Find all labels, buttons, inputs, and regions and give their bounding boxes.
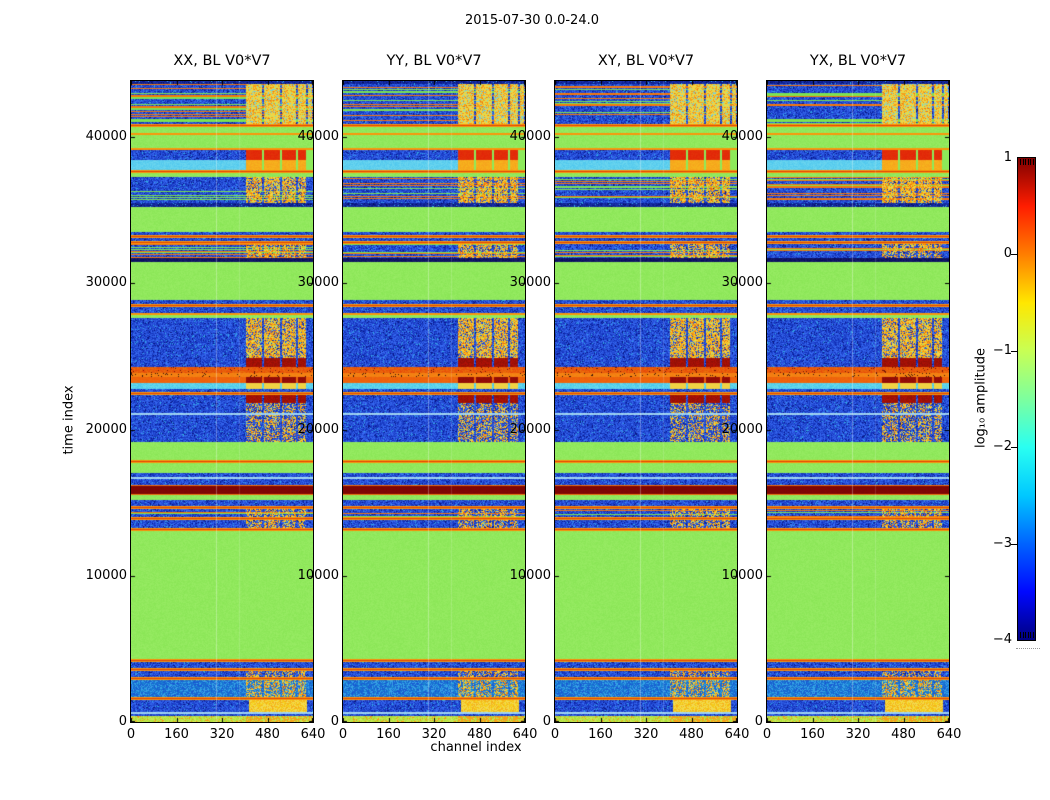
colorbar-tick-mark (1011, 544, 1017, 545)
x-axis-label: channel index (430, 740, 522, 755)
colorbar-tick-label: −1 (992, 342, 1012, 358)
x-tick-label: 640 (512, 727, 538, 742)
x-tick-label: 320 (845, 727, 871, 742)
colorbar-end-hatch (1032, 632, 1034, 638)
colorbar-end-hatch (1020, 632, 1021, 638)
colorbar (1017, 157, 1036, 641)
x-tick-label: 0 (338, 727, 348, 742)
y-tick-label: 0 (542, 714, 551, 729)
panel-title-yx: YX, BL V0*V7 (809, 53, 907, 69)
colorbar-minor-dots (1016, 648, 1040, 649)
heatmap-panel-yy: YY, BL V0*V7 (342, 53, 526, 723)
x-tick-label: 480 (255, 727, 280, 742)
x-tick-label: 640 (936, 727, 962, 742)
y-tick-label: 40000 (509, 129, 551, 144)
y-tick-label: 30000 (721, 275, 763, 291)
x-tick-label: 480 (679, 727, 704, 742)
x-tick-label: 160 (164, 727, 189, 742)
y-tick-label: 30000 (297, 275, 339, 291)
y-tick-label: 10000 (509, 567, 551, 583)
x-tick-label: 160 (800, 727, 825, 742)
x-tick-label: 480 (467, 727, 492, 742)
x-tick-label: 640 (300, 727, 326, 742)
colorbar-end-hatch (1025, 632, 1026, 638)
y-tick-label: 20000 (721, 421, 763, 437)
x-tick-label: 0 (550, 727, 560, 742)
colorbar-label: log₁₀ amplitude (973, 347, 989, 449)
colorbar-tick-mark (1011, 447, 1017, 448)
colorbar-end-hatch (1030, 159, 1031, 165)
colorbar-tick-label: −4 (992, 632, 1012, 647)
y-tick-label: 0 (330, 714, 339, 729)
heatmap-panel-xx: XX, BL V0*V7 (130, 53, 314, 723)
y-tick-label: 0 (754, 714, 763, 729)
y-tick-label: 20000 (297, 421, 339, 437)
y-tick-label: 30000 (85, 275, 127, 291)
x-tick-label: 480 (891, 727, 916, 742)
colorbar-end-hatch (1027, 632, 1029, 638)
heatmap-canvas-xy (554, 80, 738, 723)
figure-suptitle: 2015-07-30 0.0-24.0 (465, 13, 599, 28)
y-tick-label: 40000 (721, 129, 763, 144)
y-tick-label: 0 (118, 714, 127, 729)
colorbar-end-hatch (1022, 159, 1024, 165)
heatmap-canvas-xx (130, 80, 314, 723)
x-tick-label: 320 (209, 727, 235, 742)
x-tick-label: 640 (724, 727, 750, 742)
x-tick-label: 320 (633, 727, 659, 742)
panel-title-yy: YY, BL V0*V7 (386, 53, 482, 69)
y-tick-label: 40000 (85, 129, 127, 144)
y-tick-label: 20000 (509, 421, 551, 437)
y-tick-label: 10000 (297, 567, 339, 583)
y-axis-label: time index (61, 385, 77, 455)
panel-title-xx: XX, BL V0*V7 (173, 53, 271, 69)
colorbar-tick-mark (1011, 351, 1017, 352)
colorbar-tick-label: 0 (1003, 246, 1012, 262)
colorbar-tick-label: 1 (1003, 150, 1012, 165)
heatmap-panel-yx: YX, BL V0*V7 (766, 53, 950, 723)
x-tick-label: 0 (126, 727, 136, 742)
panel-title-xy: XY, BL V0*V7 (597, 53, 695, 69)
x-tick-label: 160 (588, 727, 613, 742)
colorbar-end-hatch (1020, 159, 1021, 165)
heatmap-canvas-yy (342, 80, 526, 723)
y-tick-label: 30000 (509, 275, 551, 291)
y-tick-label: 40000 (297, 129, 339, 144)
colorbar-end-hatch (1027, 159, 1029, 165)
x-tick-label: 0 (762, 727, 772, 742)
colorbar-end-hatch (1022, 632, 1024, 638)
x-tick-label: 320 (421, 727, 447, 742)
heatmap-canvas-yx (766, 80, 950, 723)
colorbar-end-hatch (1025, 159, 1026, 165)
y-tick-label: 10000 (721, 567, 763, 583)
colorbar-end-hatch (1032, 159, 1034, 165)
x-tick-label: 160 (376, 727, 401, 742)
colorbar-tick-mark (1011, 254, 1017, 255)
colorbar-end-hatch (1030, 632, 1031, 638)
heatmap-panel-xy: XY, BL V0*V7 (554, 53, 738, 723)
colorbar-tick-label: −3 (992, 535, 1012, 551)
y-tick-label: 20000 (85, 421, 127, 437)
colorbar-tick-label: −2 (992, 439, 1012, 455)
y-tick-label: 10000 (85, 567, 127, 583)
